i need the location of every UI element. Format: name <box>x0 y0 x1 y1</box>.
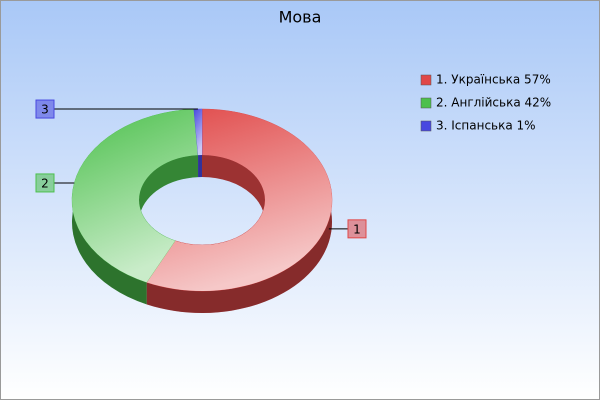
callout-label: 2 <box>41 176 49 190</box>
chart-title: Мова <box>279 8 322 27</box>
slice-side-shade <box>146 109 332 313</box>
labels: 1 1. Українська 57% 2 2. Англійська 42% 3 3. … <box>35 73 551 239</box>
slice-shine <box>71 109 199 283</box>
legend-swatch <box>420 97 432 109</box>
callout-box <box>347 219 367 239</box>
slice-shine <box>146 109 332 291</box>
callout-label: 1 <box>353 222 361 236</box>
callout-box <box>35 173 55 193</box>
slice-side <box>146 109 332 313</box>
legend-label: 3. Іспанська 1% <box>436 119 536 133</box>
tops <box>71 108 333 292</box>
slice-inner-side <box>198 155 202 178</box>
legend-swatch <box>420 120 432 132</box>
slice-inner-shade <box>198 155 202 178</box>
legend-swatch <box>420 74 432 86</box>
legend-label: 2. Англійська 42% <box>436 96 551 110</box>
legend-label: 1. Українська 57% <box>436 73 551 87</box>
callout-label: 3 <box>41 103 49 117</box>
callout-box <box>35 99 55 119</box>
slice-shine <box>193 109 202 156</box>
